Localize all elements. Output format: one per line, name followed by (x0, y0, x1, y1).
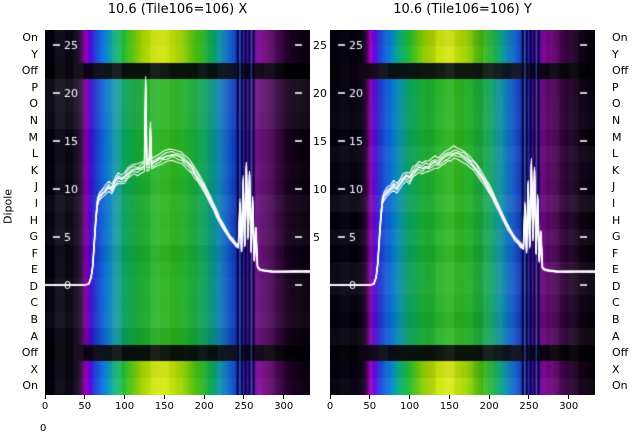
row-label: F (612, 246, 619, 260)
row-label: Off (612, 346, 629, 360)
x-tick-label: 300 (559, 401, 579, 412)
y-axis-label: Dipole (1, 188, 15, 225)
row-label: I (612, 196, 616, 210)
x-tick-mark (283, 395, 285, 399)
row-label: G (612, 230, 621, 244)
x-tick-label: 150 (154, 401, 174, 412)
row-label: J (612, 180, 616, 194)
x-tick-label: 100 (400, 401, 420, 412)
row-label: Y (612, 47, 619, 61)
row-label: On (22, 31, 38, 44)
x-tick-label: 0 (41, 401, 49, 412)
x-tick-mark (528, 395, 530, 399)
row-label: N (29, 113, 38, 127)
row-label: D (612, 279, 621, 293)
x-tick-label: 100 (115, 401, 135, 412)
x-tick-label: 50 (78, 401, 92, 412)
corner-axis-label: 0 (40, 423, 47, 434)
x-tick-mark (203, 395, 205, 399)
row-label: Off (21, 346, 38, 360)
x-tick-mark (409, 395, 411, 399)
x-tick-mark (329, 395, 331, 399)
x-tick-mark (243, 395, 245, 399)
row-label: C (30, 296, 38, 310)
x-tick-label: 250 (234, 401, 254, 412)
x-tick-mark (488, 395, 490, 399)
row-label: M (612, 130, 622, 144)
row-label: L (612, 147, 619, 161)
row-label: On (612, 31, 628, 44)
overlay-tick-label: 20 (313, 86, 327, 100)
row-label: X (612, 362, 620, 376)
row-label: A (612, 329, 620, 343)
left-panel-title: 10.6 (Tile106=106) X (107, 2, 248, 17)
row-label: On (612, 379, 628, 393)
overlay-tick-label: 25 (313, 38, 327, 52)
row-label: Off (21, 64, 38, 78)
row-label: K (30, 163, 38, 177)
row-label: Off (612, 64, 629, 78)
x-tick-label: 150 (439, 401, 459, 412)
row-label: E (31, 263, 38, 277)
row-label: On (22, 379, 38, 393)
x-tick-label: 200 (479, 401, 499, 412)
row-label: E (612, 263, 619, 277)
x-tick-label: 200 (194, 401, 214, 412)
row-label: D (29, 279, 38, 293)
overlay-tick-label: 10 (313, 182, 327, 196)
x-tick-mark (44, 395, 46, 399)
x-tick-mark (124, 395, 126, 399)
row-label: C (612, 296, 620, 310)
heatmap-panel-y (330, 30, 595, 395)
row-label: K (612, 163, 620, 177)
heatmap-panel-x (45, 30, 310, 395)
row-label: O (612, 97, 621, 111)
row-label: L (31, 147, 38, 161)
x-tick-mark (568, 395, 570, 399)
x-tick-label: 0 (326, 401, 334, 412)
x-tick-label: 50 (363, 401, 377, 412)
row-label: B (30, 313, 38, 327)
right-panel-title: 10.6 (Tile106=106) Y (393, 2, 532, 17)
row-label: P (612, 80, 619, 94)
row-label: G (29, 230, 38, 244)
row-label: B (612, 313, 620, 327)
row-label: P (31, 80, 38, 94)
x-tick-mark (84, 395, 86, 399)
overlay-tick-label: 5 (313, 230, 320, 244)
x-tick-mark (448, 395, 450, 399)
x-tick-mark (163, 395, 165, 399)
row-label: N (612, 113, 621, 127)
row-label: Y (31, 47, 38, 61)
row-label: O (29, 97, 38, 111)
row-label: M (28, 130, 39, 144)
row-label: F (31, 246, 38, 260)
row-label: H (612, 213, 621, 227)
x-tick-label: 300 (274, 401, 294, 412)
row-label: X (30, 362, 38, 376)
x-tick-label: 250 (519, 401, 539, 412)
row-label: A (30, 329, 38, 343)
x-tick-mark (369, 395, 371, 399)
overlay-tick-label: 15 (313, 134, 327, 148)
